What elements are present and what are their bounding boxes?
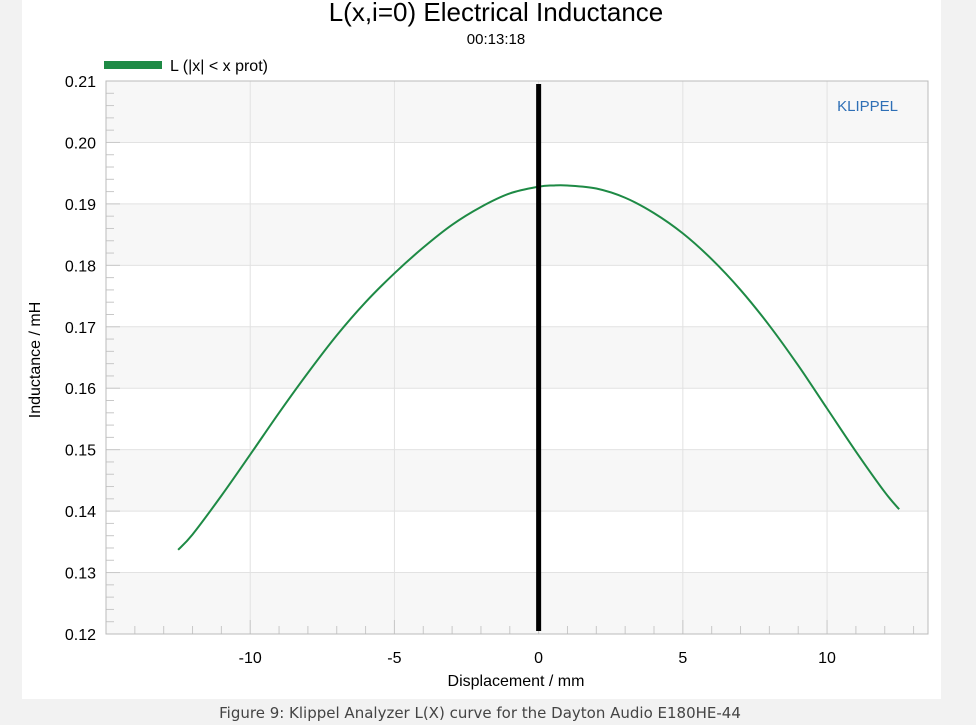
y-tick-label: 0.12 — [65, 627, 96, 644]
plot-band — [106, 81, 928, 143]
y-tick-label: 0.17 — [65, 320, 96, 337]
y-axis-label: Inductance / mH — [27, 302, 44, 419]
y-tick-label: 0.13 — [65, 566, 96, 583]
plot-band — [106, 326, 928, 389]
chart-subtitle: 00:13:18 — [467, 31, 525, 48]
x-tick-label: -10 — [239, 650, 262, 667]
plot-band — [106, 203, 928, 266]
plot-band — [106, 449, 928, 512]
y-tick-label: 0.19 — [65, 197, 96, 214]
brand-label: KLIPPEL — [837, 98, 898, 115]
x-tick-labels: -10 -5 0 5 10 — [239, 650, 836, 667]
plot-band — [106, 511, 928, 573]
x-axis-label: Displacement / mm — [448, 673, 585, 690]
plot-background-bands — [106, 81, 928, 634]
y-tick-label: 0.21 — [65, 74, 96, 91]
y-tick-label: 0.15 — [65, 443, 96, 460]
chart-panel: 0.12 0.13 0.14 0.15 0.16 0.17 0.18 0.19 0.20 0.21… — [22, 0, 941, 699]
y-tick-labels: 0.12 0.13 0.14 0.15 0.16 0.17 0.18 0.19 0.20 0.21 — [65, 74, 96, 644]
plot-band — [106, 388, 928, 450]
legend-label: L (|x| < x prot) — [170, 58, 268, 75]
y-tick-label: 0.16 — [65, 381, 96, 398]
chart: 0.12 0.13 0.14 0.15 0.16 0.17 0.18 0.19 0.20 0.21… — [27, 0, 929, 690]
plot-frame — [105, 80, 929, 635]
plot-band — [106, 572, 928, 634]
x-tick-label: 10 — [818, 650, 836, 667]
chart-title: L(x,i=0) Electrical Inductance — [329, 0, 664, 27]
series-line-inductance — [177, 184, 900, 551]
y-tick-label: 0.18 — [65, 258, 96, 275]
y-tick-label: 0.20 — [65, 135, 96, 152]
plot-band — [106, 142, 928, 204]
figure-caption: Figure 9: Klippel Analyzer L(X) curve fo… — [219, 704, 741, 722]
x-tick-label: 0 — [534, 650, 543, 667]
x-tick-label: -5 — [387, 650, 401, 667]
x-tick-label: 5 — [678, 650, 687, 667]
plot-band — [106, 265, 928, 327]
y-tick-label: 0.14 — [65, 504, 96, 521]
minor-ticks — [106, 80, 915, 635]
legend-swatch — [104, 61, 162, 69]
